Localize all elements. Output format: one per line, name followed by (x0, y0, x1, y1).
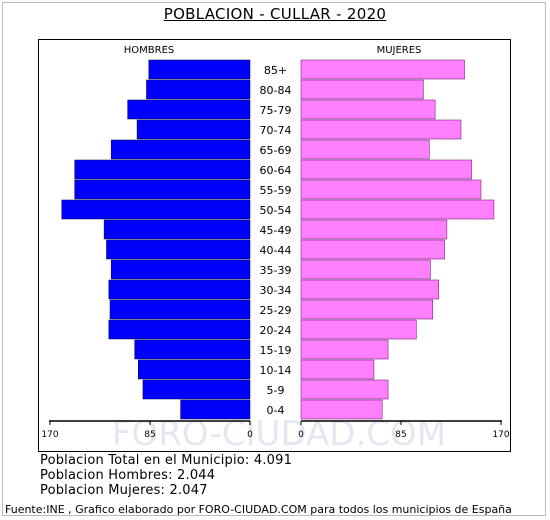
bar-mujeres (300, 359, 375, 380)
stat-female-population: Poblacion Mujeres: 2.047 (40, 483, 208, 498)
age-group-label: 5-9 (267, 384, 285, 397)
bar-hombres (74, 159, 251, 180)
age-group-label: 75-79 (260, 104, 292, 117)
outer-frame (2, 2, 546, 516)
age-group-label: 40-44 (260, 244, 292, 257)
bar-mujeres (300, 219, 448, 240)
age-group-label: 70-74 (260, 124, 292, 137)
x-tick-label-hombres: 0 (247, 430, 253, 440)
bar-mujeres (300, 139, 430, 160)
age-group-label: 60-64 (260, 164, 292, 177)
bar-mujeres (300, 159, 472, 180)
bar-mujeres (300, 259, 431, 280)
bar-mujeres (300, 199, 495, 220)
population-pyramid-chart: FORO-CIUDAD.COM HOMBRES MUJERES 85+ 80-84 75-… (41, 45, 509, 451)
bar-mujeres (300, 179, 482, 200)
age-group-label: 20-24 (260, 324, 292, 337)
bar-hombres (146, 79, 251, 100)
bar-mujeres (300, 239, 445, 260)
bar-hombres (134, 339, 251, 360)
age-group-label: 55-59 (260, 184, 292, 197)
bar-mujeres (300, 319, 417, 340)
bar-hombres (103, 219, 251, 240)
age-group-label: 10-14 (260, 364, 292, 377)
x-tick-label-mujeres: 85 (395, 430, 406, 440)
chart-frame: FORO-CIUDAD.COM HOMBRES MUJERES 85+ 80-84 75-… (38, 39, 511, 452)
legend-mujeres: MUJERES (377, 45, 422, 56)
bar-hombres (180, 399, 251, 420)
stat-total-population: Poblacion Total en el Municipio: 4.091 (40, 453, 293, 468)
bar-hombres (106, 239, 251, 260)
bar-hombres (136, 119, 251, 140)
age-group-label: 35-39 (260, 264, 292, 277)
x-tick-label-hombres: 170 (41, 430, 58, 440)
bar-hombres (108, 279, 251, 300)
age-group-label: 50-54 (260, 204, 292, 217)
bar-hombres (148, 59, 251, 80)
age-group-label: 30-34 (260, 284, 292, 297)
legend-hombres: HOMBRES (124, 45, 175, 56)
age-group-label: 0-4 (267, 404, 285, 417)
watermark-text: FORO-CIUDAD.COM (112, 414, 446, 451)
bar-mujeres (300, 299, 434, 320)
bar-hombres (137, 359, 251, 380)
footer-source: Fuente:INE , Grafico elaborado por FORO-… (5, 503, 512, 516)
age-group-label: 65-69 (260, 144, 292, 157)
age-group-label: 45-49 (260, 224, 292, 237)
bar-hombres (110, 259, 251, 280)
bar-mujeres (300, 379, 389, 400)
bar-mujeres (300, 99, 436, 120)
x-tick-label-hombres: 85 (144, 430, 155, 440)
bar-hombres (61, 199, 251, 220)
bar-mujeres (300, 59, 465, 80)
bar-mujeres (300, 339, 389, 360)
x-tick-label-mujeres: 170 (492, 430, 509, 440)
age-group-label: 25-29 (260, 304, 292, 317)
age-group-label: 15-19 (260, 344, 292, 357)
bar-mujeres (300, 119, 462, 140)
bar-hombres (108, 319, 251, 340)
bar-hombres (142, 379, 251, 400)
bar-mujeres (300, 79, 424, 100)
age-group-label: 85+ (264, 64, 287, 77)
bar-hombres (127, 99, 251, 120)
bar-mujeres (300, 399, 383, 420)
bar-hombres (74, 179, 251, 200)
stat-male-population: Poblacion Hombres: 2.044 (40, 468, 216, 483)
bar-hombres (109, 299, 251, 320)
page-title: POBLACION - CULLAR - 2020 (163, 5, 387, 23)
bar-mujeres (300, 279, 439, 300)
age-group-label: 80-84 (260, 84, 292, 97)
bar-hombres (110, 139, 251, 160)
x-tick-label-mujeres: 0 (298, 430, 304, 440)
